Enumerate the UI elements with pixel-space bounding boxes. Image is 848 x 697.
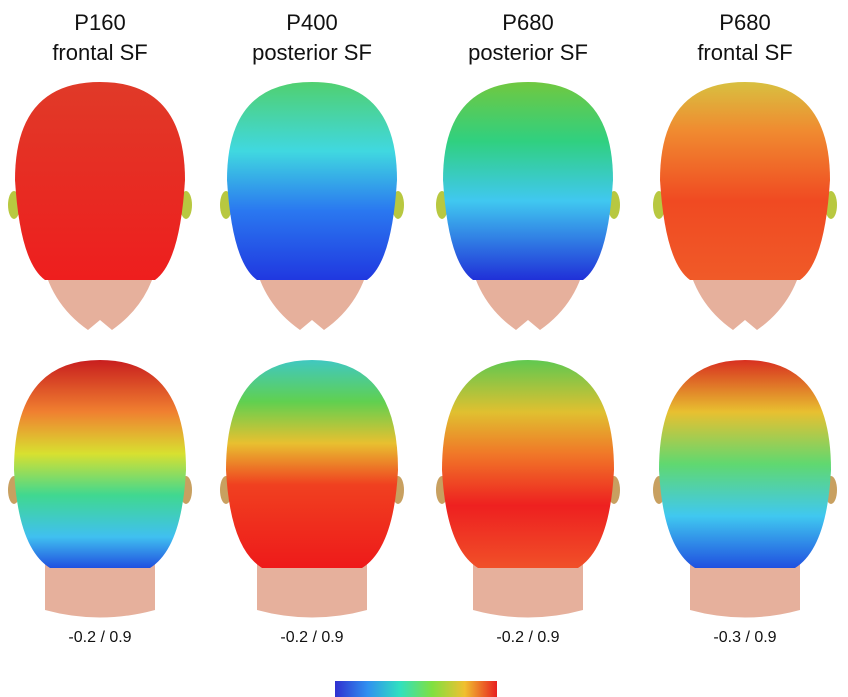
scalp-map: [226, 360, 398, 568]
column-title: P160: [74, 10, 125, 35]
column-title: frontal SF: [697, 40, 792, 65]
range-label: -0.3 / 0.9: [713, 629, 776, 646]
figure: P160 frontal SF -0.2 / 0.9 P400 posterior SF…: [0, 0, 848, 697]
scalp-map: [443, 82, 613, 280]
scalp-map: [227, 82, 397, 280]
column-title: P680: [502, 10, 553, 35]
scalp-map: [15, 82, 185, 280]
range-label: -0.2 / 0.9: [496, 629, 559, 646]
scalp-map: [14, 360, 186, 568]
range-label: -0.2 / 0.9: [68, 629, 131, 646]
scalp-map: [659, 360, 831, 568]
scalp-map: [442, 360, 614, 568]
scalp-map: [660, 82, 830, 280]
scalp-maps: [8, 82, 837, 618]
column-title: P680: [719, 10, 770, 35]
colorbar: [335, 681, 497, 697]
column-title: posterior SF: [468, 40, 588, 65]
column-title: frontal SF: [52, 40, 147, 65]
range-label: -0.2 / 0.9: [280, 629, 343, 646]
column-title: P400: [286, 10, 337, 35]
column-title: posterior SF: [252, 40, 372, 65]
